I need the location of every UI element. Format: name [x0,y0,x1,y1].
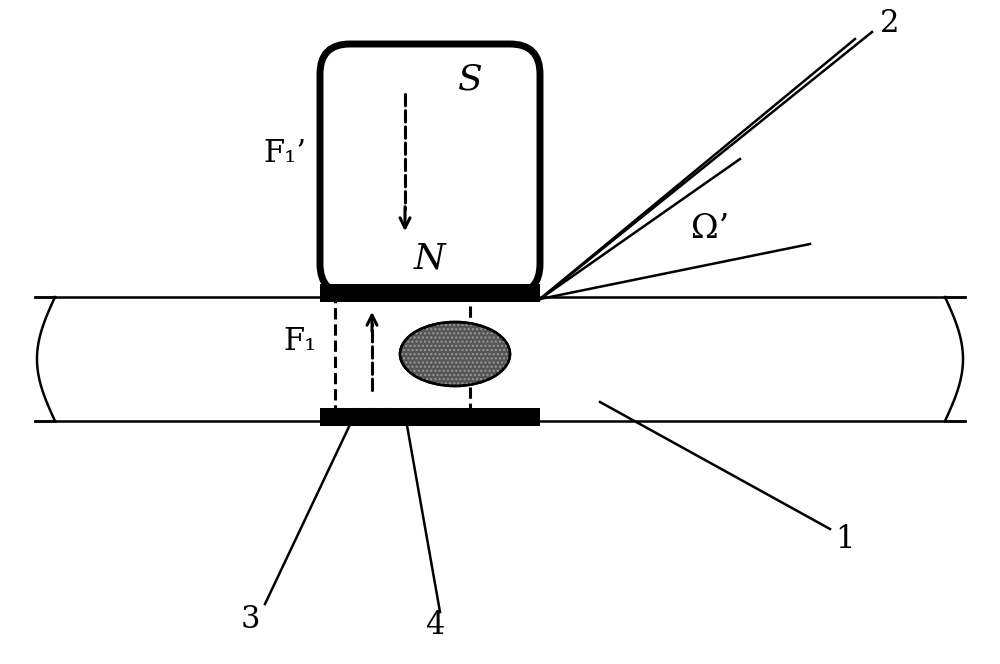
Text: 1: 1 [835,523,855,554]
Text: F₁: F₁ [283,327,317,357]
FancyBboxPatch shape [320,44,540,294]
Text: 2: 2 [880,9,900,39]
Text: N: N [414,242,446,276]
Text: 3: 3 [240,604,260,635]
Bar [320,284,540,302]
Ellipse shape [400,322,510,386]
Text: S: S [458,62,482,96]
Text: F₁’: F₁’ [263,139,307,169]
Text: Ω’: Ω’ [691,213,729,245]
Text: 4: 4 [425,610,445,641]
Bar [320,408,540,426]
Bar [35,297,965,421]
Bar [335,299,470,409]
